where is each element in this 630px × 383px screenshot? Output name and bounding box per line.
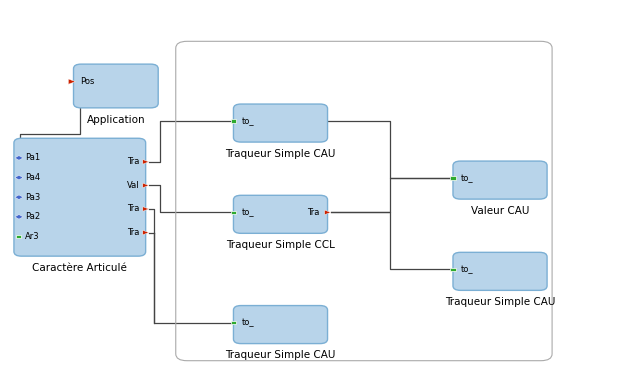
FancyBboxPatch shape (231, 211, 236, 214)
Text: to_: to_ (242, 318, 255, 327)
Text: Tra: Tra (127, 228, 139, 237)
Polygon shape (15, 175, 23, 180)
FancyBboxPatch shape (231, 119, 236, 123)
Polygon shape (143, 160, 149, 164)
Text: Tra: Tra (127, 157, 139, 166)
Text: Tra: Tra (127, 205, 139, 213)
FancyBboxPatch shape (234, 195, 328, 233)
Polygon shape (143, 207, 149, 211)
FancyBboxPatch shape (16, 235, 21, 238)
Polygon shape (15, 155, 23, 160)
Text: Pa4: Pa4 (25, 173, 40, 182)
Text: to_: to_ (461, 174, 474, 183)
Text: Application: Application (86, 115, 145, 125)
Text: Traqueur Simple CCL: Traqueur Simple CCL (226, 240, 335, 250)
Text: Tra: Tra (307, 208, 320, 217)
FancyBboxPatch shape (231, 321, 236, 324)
Text: Pos: Pos (80, 77, 94, 86)
Text: to_: to_ (461, 265, 474, 274)
Text: to_: to_ (242, 208, 255, 217)
Polygon shape (143, 230, 149, 235)
FancyBboxPatch shape (453, 161, 547, 199)
Text: Traqueur Simple CAU: Traqueur Simple CAU (226, 350, 336, 360)
Polygon shape (324, 210, 331, 215)
Text: Traqueur Simple CAU: Traqueur Simple CAU (226, 149, 336, 159)
FancyBboxPatch shape (74, 64, 158, 108)
Text: Traqueur Simple CAU: Traqueur Simple CAU (445, 297, 555, 307)
Text: Val: Val (127, 181, 139, 190)
FancyBboxPatch shape (234, 306, 328, 344)
Polygon shape (69, 79, 76, 84)
FancyBboxPatch shape (450, 177, 456, 180)
Text: Caractère Articulé: Caractère Articulé (32, 263, 127, 273)
FancyBboxPatch shape (450, 268, 456, 271)
Text: Pa1: Pa1 (25, 154, 40, 162)
Polygon shape (15, 195, 23, 200)
Polygon shape (15, 214, 23, 219)
Text: Pa2: Pa2 (25, 212, 40, 221)
FancyBboxPatch shape (453, 252, 547, 290)
FancyBboxPatch shape (234, 104, 328, 142)
Text: Ar3: Ar3 (25, 232, 40, 241)
Text: Pa3: Pa3 (25, 193, 40, 202)
Text: to_: to_ (242, 117, 255, 126)
FancyBboxPatch shape (14, 138, 146, 256)
Text: Valeur CAU: Valeur CAU (471, 206, 529, 216)
Polygon shape (143, 183, 149, 188)
